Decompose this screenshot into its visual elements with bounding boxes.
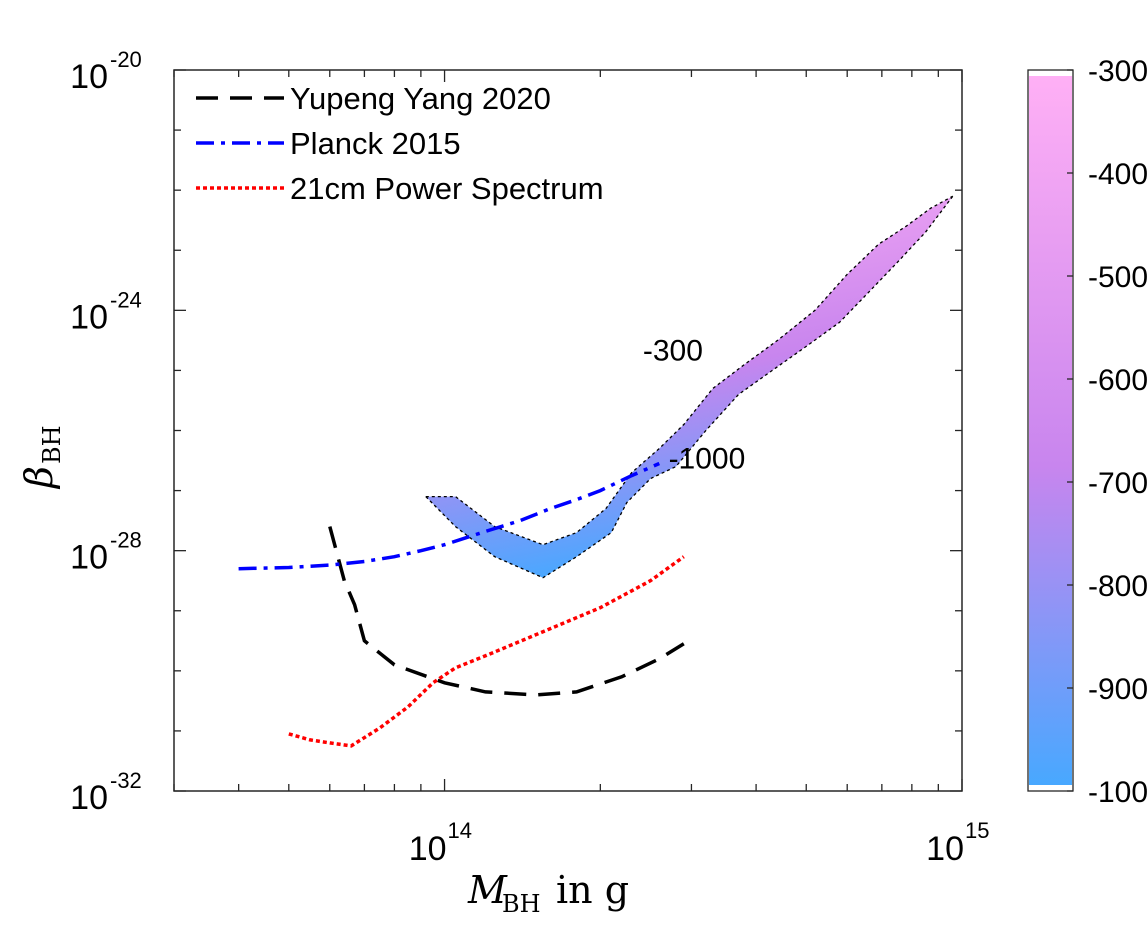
y-tick-label-base-2: 10 (70, 539, 108, 577)
x-axis-label-suffix: in g (556, 868, 629, 912)
y-axis-label-main: β (17, 466, 61, 490)
series-line-2 (288, 555, 685, 748)
contour-label-0: -300 (643, 334, 703, 367)
y-tick-label-base-0: 10 (70, 58, 108, 96)
colorbar-tick-label-4: -700 (1088, 467, 1148, 500)
contour-region (425, 195, 954, 579)
y-tick-label-exp-0: -20 (110, 47, 142, 72)
legend-label-1: Planck 2015 (290, 126, 461, 161)
y-tick-label-exp-3: -32 (110, 768, 142, 793)
legend-label-0: Yupeng Yang 2020 (290, 81, 551, 116)
colorbar-tick-label-2: -500 (1088, 261, 1148, 294)
y-tick-label-base-3: 10 (70, 779, 108, 817)
contour-line-upper (425, 195, 954, 546)
series-line-0 (328, 526, 685, 697)
y-tick-label-exp-1: -24 (110, 287, 142, 312)
x-axis-label-sub: BH (502, 890, 541, 918)
colorbar-tick-label-6: -900 (1088, 673, 1148, 706)
series-layer (238, 461, 685, 748)
colorbar-tick-label-1: -400 (1088, 158, 1148, 191)
series-line-1 (238, 461, 661, 571)
legend-label-2: 21cm Power Spectrum (290, 171, 604, 206)
colorbar-gradient (1029, 76, 1072, 785)
x-tick-label-base-1: 10 (926, 830, 964, 868)
x-tick-label-exp-0: 14 (448, 818, 472, 843)
x-axis-label-main: M (467, 868, 508, 912)
x-tick-label-exp-1: 15 (965, 818, 989, 843)
y-axis-label-sub: BH (38, 425, 66, 464)
x-tick-label-base-0: 10 (409, 830, 447, 868)
y-axis-label: βBH (17, 425, 66, 490)
contour-label-1: -1000 (669, 443, 746, 476)
colorbar-tick-label-0: -300 (1088, 55, 1148, 88)
contour-line-lower (425, 195, 954, 579)
colorbar-tick-label-3: -600 (1088, 364, 1148, 397)
colorbar-tick-label-7: -1000 (1088, 776, 1148, 809)
colorbar: -300 -400 -500 -600 -700 -800 -900 -1000 (1027, 55, 1148, 809)
legend: Yupeng Yang 2020 Planck 2015 21cm Power Sp… (196, 81, 604, 206)
colorbar-tick-label-5: -800 (1088, 570, 1148, 603)
y-tick-label-base-1: 10 (70, 298, 108, 336)
y-tick-label-exp-2: -28 (110, 528, 142, 553)
contour-fill (425, 196, 953, 578)
